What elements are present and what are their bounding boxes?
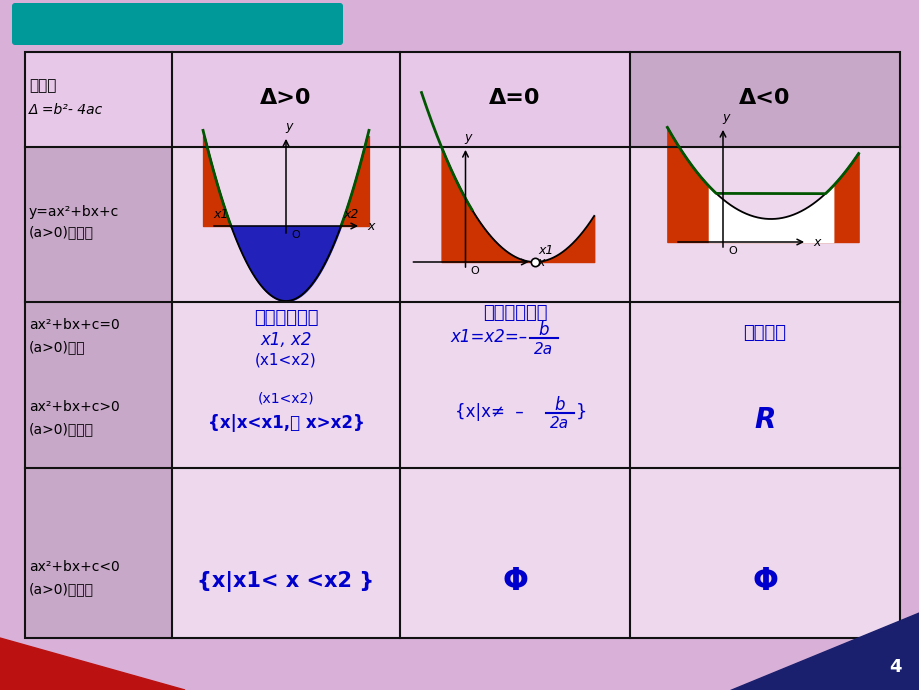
Text: y: y [285,120,292,133]
Text: Φ: Φ [502,567,528,596]
Text: 判别式: 判别式 [29,79,56,94]
Bar [400,147,630,302]
Text: Φ: Φ [751,567,777,596]
Text: x2: x2 [343,208,358,221]
Bar [630,302,899,468]
Text: {x|x≠  –: {x|x≠ – [455,403,523,421]
Text: 有两相异实根: 有两相异实根 [254,309,318,327]
Text: 2a: 2a [550,417,569,431]
Text: (x1<x2): (x1<x2) [255,353,316,368]
Bar [25,147,172,302]
Text: {x|x<x1,或 x>x2}: {x|x<x1,或 x>x2} [208,414,364,432]
Text: {x|x1< x <x2 }: {x|x1< x <x2 } [198,571,374,593]
Text: Δ>0: Δ>0 [260,88,312,108]
Text: b: b [539,321,549,339]
Text: b: b [554,396,564,414]
Bar [25,52,899,638]
Text: ax²+bx+c>0: ax²+bx+c>0 [29,400,119,414]
Text: }: } [575,403,586,421]
Text: (a>0)的解集: (a>0)的解集 [29,422,94,436]
Text: Δ=0: Δ=0 [489,88,540,108]
FancyBboxPatch shape [12,3,343,45]
Text: ax²+bx+c<0: ax²+bx+c<0 [29,560,119,574]
Bar [172,302,400,468]
Text: 有两相等实根: 有两相等实根 [482,304,547,322]
Bar [400,52,630,147]
Text: x: x [367,219,374,233]
Text: Δ =b²- 4ac: Δ =b²- 4ac [29,103,103,117]
Text: O: O [470,266,479,276]
Bar [400,302,630,468]
Polygon shape [0,638,185,690]
Polygon shape [729,612,919,690]
Text: 一元二次不等式的解法: 一元二次不等式的解法 [22,14,155,34]
Bar [172,468,400,638]
Bar [630,52,899,147]
Text: x1, x2: x1, x2 [260,331,312,349]
Text: x: x [537,255,544,268]
Text: (x1<x2): (x1<x2) [257,391,314,405]
Text: O: O [290,230,300,240]
Text: y: y [464,131,471,144]
Text: 没有实根: 没有实根 [743,324,786,342]
Text: x1: x1 [213,208,229,221]
Text: ax²+bx+c=0: ax²+bx+c=0 [29,318,119,332]
Bar [25,302,172,468]
Text: x1=x2=–: x1=x2=– [449,328,527,346]
Bar [400,468,630,638]
Text: x1: x1 [538,244,552,257]
Text: (a>0)的图象: (a>0)的图象 [29,225,94,239]
Text: (a>0)的解集: (a>0)的解集 [29,582,94,596]
Text: 4: 4 [889,658,901,676]
Bar [172,147,400,302]
Text: x: x [812,235,820,248]
Bar [630,147,899,302]
Text: R: R [754,406,775,434]
Text: 2a: 2a [534,342,553,357]
Bar [630,468,899,638]
Text: Δ<0: Δ<0 [739,88,790,108]
Text: y=ax²+bx+c: y=ax²+bx+c [29,205,119,219]
Bar [172,52,400,147]
Text: O: O [727,246,736,256]
Bar [25,52,172,147]
Text: y: y [721,111,729,124]
Bar [25,468,172,638]
Text: (a>0)的根: (a>0)的根 [29,340,85,354]
